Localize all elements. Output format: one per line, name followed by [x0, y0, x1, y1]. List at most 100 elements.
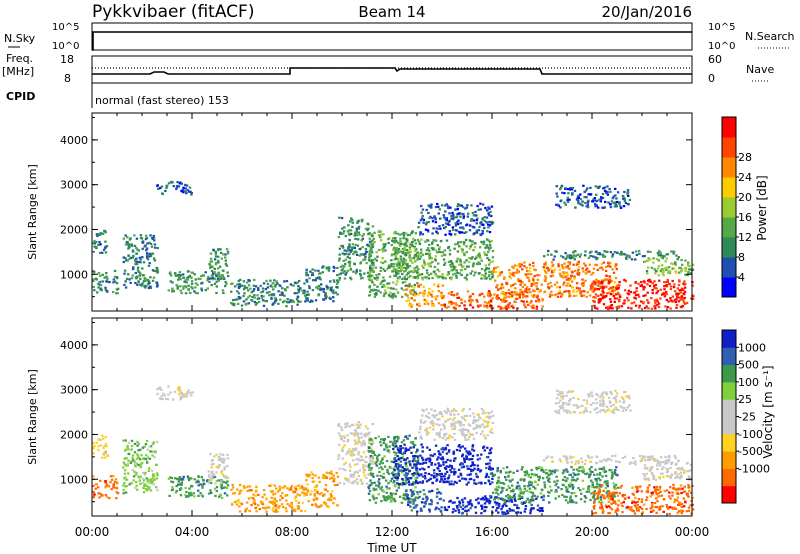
data-cell [238, 285, 241, 288]
data-cell [351, 452, 354, 455]
data-cell [289, 488, 292, 491]
data-cell [626, 190, 630, 193]
data-cell [668, 271, 672, 275]
data-cell [426, 247, 430, 250]
data-cell [452, 216, 455, 219]
data-cell [508, 269, 511, 272]
data-cell [149, 234, 152, 237]
data-cell [222, 253, 225, 256]
data-cell [392, 265, 395, 268]
data-cell [522, 501, 525, 504]
data-cell [379, 460, 383, 463]
data-cell [563, 201, 566, 204]
data-cell [412, 506, 416, 509]
data-cell [322, 298, 326, 301]
data-cell [475, 231, 479, 234]
data-cell [472, 419, 476, 422]
data-cell [196, 283, 199, 286]
data-cell [543, 290, 547, 293]
data-cell [472, 262, 475, 265]
data-cell [336, 281, 340, 284]
data-cell [482, 419, 485, 422]
data-cell [448, 223, 451, 226]
data-cell [276, 490, 280, 493]
data-cell [304, 294, 307, 297]
data-cell [475, 262, 479, 265]
data-cell [594, 281, 597, 284]
data-cell [601, 290, 604, 293]
data-cell [605, 191, 608, 194]
data-cell [529, 301, 532, 304]
data-cell [487, 498, 491, 501]
data-cell [598, 467, 601, 470]
data-cell [397, 272, 400, 275]
data-cell [362, 253, 365, 256]
data-cell [521, 268, 524, 271]
data-cell [419, 436, 422, 439]
data-cell [505, 499, 509, 502]
data-cell [491, 222, 494, 225]
data-cell [463, 252, 466, 255]
data-cell [444, 204, 447, 207]
data-cell [608, 275, 612, 278]
data-cell [255, 489, 258, 492]
data-cell [423, 302, 427, 305]
data-cell [411, 498, 414, 501]
data-cell [537, 291, 541, 294]
data-cell [410, 241, 414, 244]
data-cell [138, 256, 141, 259]
data-cell [289, 283, 292, 286]
data-cell [479, 208, 482, 211]
data-cell [528, 263, 532, 266]
data-cell [663, 288, 666, 291]
data-cell [434, 508, 437, 511]
data-cell [184, 279, 187, 282]
data-cell [623, 299, 626, 302]
data-cell [152, 473, 155, 476]
data-cell [348, 463, 351, 466]
data-cell [447, 437, 451, 440]
data-cell [646, 299, 649, 302]
data-cell [452, 273, 455, 276]
data-cell [488, 467, 491, 470]
data-cell [153, 478, 156, 481]
data-cell [397, 469, 401, 472]
data-cell [366, 271, 370, 274]
data-cell [489, 246, 493, 249]
data-cell [190, 191, 193, 195]
data-cell [98, 496, 101, 499]
data-cell [445, 217, 448, 220]
data-cell [380, 233, 383, 236]
data-cell [582, 487, 585, 490]
data-cell [134, 462, 137, 466]
data-cell [182, 186, 185, 189]
data-cell [449, 278, 453, 281]
data-cell [471, 445, 474, 448]
data-cell [561, 267, 565, 270]
data-cell [102, 248, 106, 251]
data-cell [273, 297, 277, 300]
data-cell [508, 302, 511, 305]
data-cell [251, 299, 254, 302]
data-cell [467, 473, 471, 476]
data-cell [457, 468, 461, 471]
data-cell [687, 264, 690, 267]
data-cell [350, 232, 353, 235]
data-cell [264, 288, 268, 291]
data-cell [375, 259, 378, 262]
data-cell [351, 459, 355, 462]
data-cell [481, 292, 484, 295]
data-cell [131, 456, 134, 460]
data-cell [452, 302, 456, 305]
data-cell [453, 501, 456, 504]
data-cell [642, 279, 646, 282]
data-cell [432, 424, 435, 427]
data-cell [628, 198, 632, 201]
data-cell [209, 489, 212, 492]
data-cell [177, 483, 180, 486]
data-cell [425, 252, 428, 255]
data-cell [535, 307, 538, 310]
data-cell [314, 269, 317, 272]
data-cell [448, 474, 451, 477]
